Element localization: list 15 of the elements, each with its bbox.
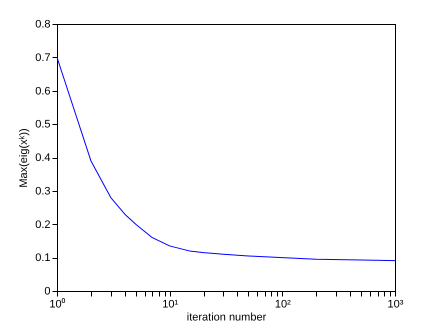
y-tick-label: 0.1 [35, 252, 50, 264]
y-axis-title: Max(eig(xᵏ)) [18, 128, 30, 188]
y-tick-label: 0.5 [35, 118, 50, 131]
y-tick-label: 0.2 [35, 218, 50, 231]
x-tick-label: 10² [274, 298, 292, 310]
y-tick-label: 0.6 [35, 85, 50, 98]
y-tick-label: 0.4 [35, 152, 50, 164]
y-tick-label: 0.7 [35, 52, 50, 64]
x-tick-label: 10⁰ [49, 298, 66, 310]
y-tick-label: 0.8 [35, 18, 50, 30]
y-tick-label: 0 [44, 286, 50, 298]
y-tick-label: 0.3 [35, 185, 50, 198]
x-axis-title: iteration number [186, 312, 267, 324]
x-tick-label: 10¹ [162, 298, 178, 310]
x-tick-label: 10³ [388, 298, 404, 310]
